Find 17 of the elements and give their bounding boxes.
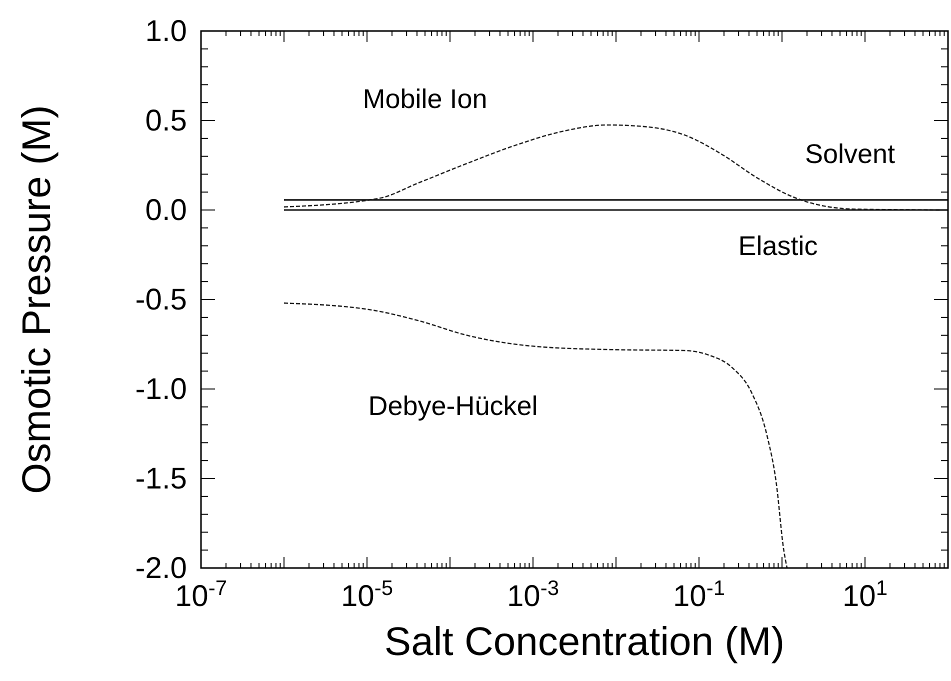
series-label: Solvent [804, 139, 896, 169]
y-tick-label: 0.0 [145, 194, 187, 227]
x-tick-label: 10$^{-3}$ [506, 576, 560, 613]
y-tick-label: 0.5 [145, 104, 187, 138]
y-tick-label: -2.0 [135, 552, 187, 585]
y-tick-label: -0.5 [135, 284, 187, 316]
y-axis-title: Osmotic Pressure (M) [15, 105, 59, 494]
x-tick-label: 10$^{-5}$ [340, 576, 394, 613]
series-label: Elastic [738, 231, 818, 261]
y-tick-label: 1.0 [145, 15, 187, 48]
y-tick-label: -1.5 [135, 462, 187, 496]
series-label: Mobile Ion [362, 84, 488, 114]
y-tick-label: -1.0 [135, 373, 187, 406]
x-tick-label: 10$^{1}$ [842, 576, 888, 613]
x-tick-label: 10$^{-1}$ [672, 576, 726, 613]
x-axis-title: Salt Concentration (M) [384, 620, 785, 664]
series-label: Debye-Hückel [368, 391, 538, 421]
